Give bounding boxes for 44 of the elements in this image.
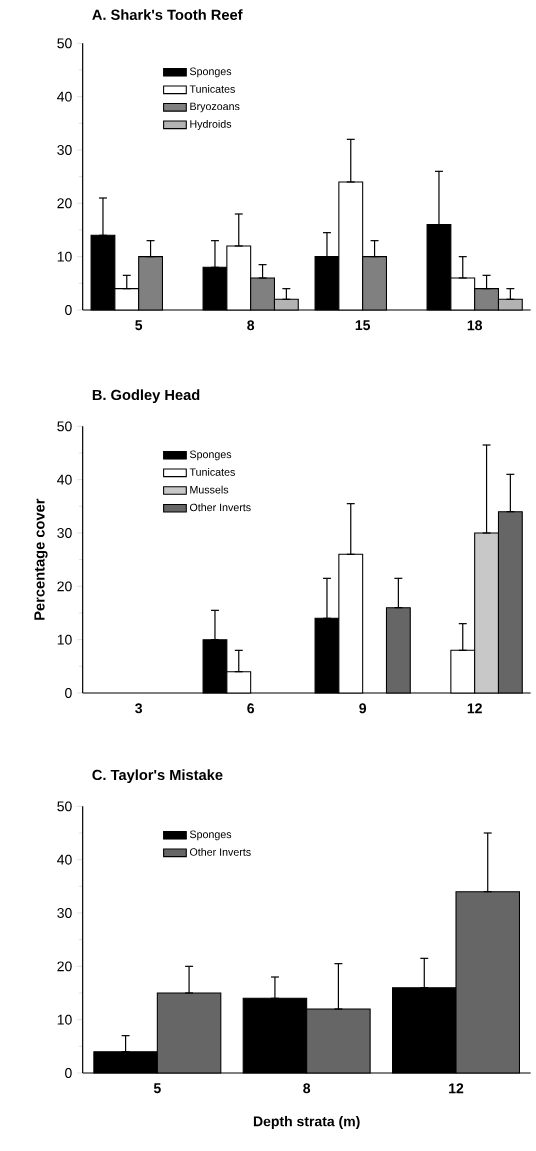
y-tick-label: 20 — [57, 961, 72, 972]
y-tick-label: 50 — [57, 801, 72, 812]
legend-label: Tunicates — [189, 467, 235, 476]
y-tick-label: 20 — [57, 198, 72, 209]
y-tick-label: 50 — [57, 421, 72, 432]
y-tick-label: 10 — [57, 1014, 72, 1025]
y-tick-label: 0 — [65, 1068, 72, 1078]
chart-title: A. Shark's Tooth Reef — [92, 9, 243, 20]
x-tick-label: 5 — [135, 320, 143, 331]
x-tick-label: 5 — [153, 1083, 161, 1094]
y-tick-label: 40 — [57, 474, 72, 485]
x-tick-label: 3 — [135, 703, 143, 714]
legend-label: Tunicates — [189, 84, 235, 93]
y-tick-label: 0 — [65, 305, 72, 315]
legend-label: Mussels — [190, 485, 229, 494]
chart-title: C. Taylor's Mistake — [92, 769, 223, 784]
legend-label: Sponges — [189, 830, 232, 841]
y-axis-title: Percentage cover — [34, 498, 48, 620]
y-tick-label: 40 — [57, 91, 72, 102]
x-tick-label: 18 — [467, 320, 483, 331]
x-tick-label: 15 — [355, 320, 371, 331]
y-tick-label: 0 — [65, 688, 72, 698]
chart-title: B. Godley Head — [92, 389, 200, 403]
y-tick-label: 20 — [57, 581, 72, 592]
x-tick-label: 12 — [467, 703, 482, 714]
legend-label: Other Inverts — [189, 847, 251, 856]
y-tick-label: 50 — [57, 38, 72, 49]
legend-label: Hydroids — [190, 119, 232, 130]
y-tick-label: 10 — [57, 251, 72, 262]
x-tick-label: 8 — [247, 320, 255, 331]
x-tick-label: 8 — [303, 1083, 311, 1094]
y-tick-label: 30 — [57, 528, 72, 538]
legend-label: Other Inverts — [189, 503, 251, 512]
legend-label: Bryozoans — [190, 102, 240, 113]
x-tick-label: 6 — [247, 703, 255, 714]
y-tick-label: 40 — [57, 854, 72, 865]
y-tick-label: 30 — [57, 145, 72, 155]
legend-label: Sponges — [189, 67, 232, 78]
y-tick-label: 10 — [57, 634, 72, 645]
x-axis-title: Depth strata (m) — [253, 1116, 360, 1130]
y-tick-label: 30 — [57, 908, 72, 918]
legend-label: Sponges — [189, 450, 232, 461]
x-tick-label: 9 — [359, 703, 367, 714]
x-tick-label: 12 — [449, 1083, 464, 1094]
